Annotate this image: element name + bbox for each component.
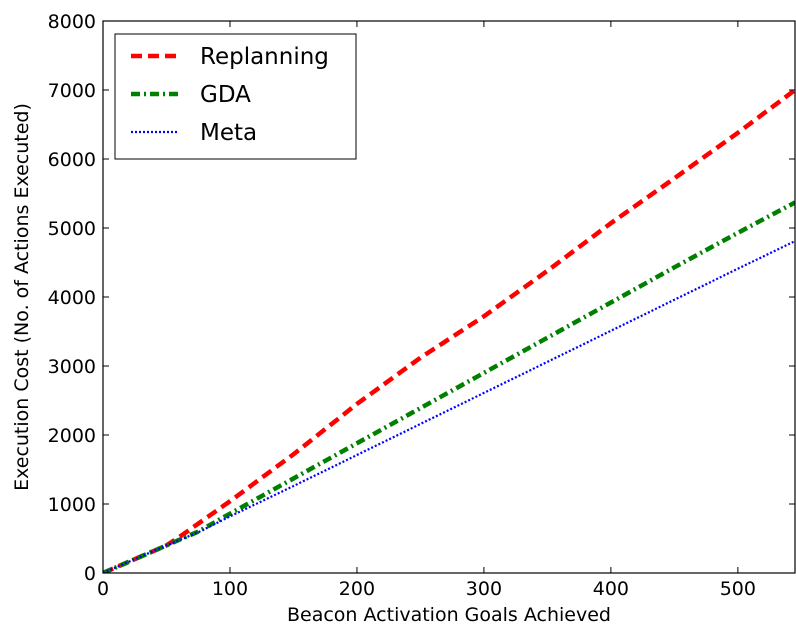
series-line-replanning xyxy=(103,88,795,573)
x-tick-label: 100 xyxy=(212,578,248,600)
y-tick-label: 5000 xyxy=(48,218,96,240)
y-axis-title: Execution Cost (No. of Actions Executed) xyxy=(11,103,33,491)
y-tick-label: 2000 xyxy=(48,425,96,447)
y-tick-label: 1000 xyxy=(48,494,96,516)
y-tick-label: 0 xyxy=(84,563,96,585)
y-tick-label: 7000 xyxy=(48,80,96,102)
series-layer xyxy=(103,88,795,573)
legend: Replanning GDA Meta xyxy=(114,33,357,160)
y-tick-label: 3000 xyxy=(48,356,96,378)
legend-label-meta: Meta xyxy=(200,120,257,146)
x-tick-label: 500 xyxy=(720,578,756,600)
x-tick-label: 200 xyxy=(339,578,375,600)
y-tick-label: 6000 xyxy=(48,149,96,171)
series-line-meta xyxy=(103,240,795,573)
x-axis-title: Beacon Activation Goals Achieved xyxy=(287,604,611,625)
legend-label-replanning: Replanning xyxy=(200,44,329,70)
y-tick-label: 4000 xyxy=(48,287,96,309)
legend-label-gda: GDA xyxy=(200,82,251,108)
y-tick-label: 8000 xyxy=(48,11,96,33)
x-tick-label: 0 xyxy=(97,578,109,600)
ticks-layer: 0 100 200 300 400 500010002000300040005000600… xyxy=(48,11,795,600)
x-tick-label: 400 xyxy=(593,578,629,600)
series-line-gda xyxy=(103,200,795,573)
x-tick-label: 300 xyxy=(466,578,502,600)
